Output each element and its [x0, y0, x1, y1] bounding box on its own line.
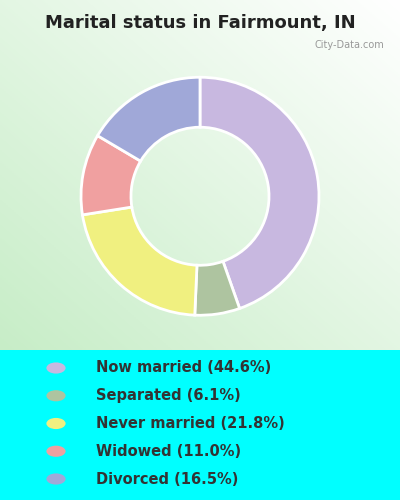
- Text: Widowed (11.0%): Widowed (11.0%): [96, 444, 241, 459]
- Wedge shape: [98, 77, 200, 161]
- Ellipse shape: [46, 418, 66, 429]
- Wedge shape: [195, 262, 240, 315]
- Text: City-Data.com: City-Data.com: [314, 40, 384, 50]
- Wedge shape: [81, 136, 140, 215]
- Text: Separated (6.1%): Separated (6.1%): [96, 388, 241, 403]
- Text: Divorced (16.5%): Divorced (16.5%): [96, 472, 238, 486]
- Ellipse shape: [46, 390, 66, 402]
- Text: Marital status in Fairmount, IN: Marital status in Fairmount, IN: [45, 14, 355, 32]
- Ellipse shape: [46, 474, 66, 484]
- Wedge shape: [82, 207, 197, 315]
- Text: Now married (44.6%): Now married (44.6%): [96, 360, 271, 376]
- Text: Never married (21.8%): Never married (21.8%): [96, 416, 285, 431]
- Ellipse shape: [46, 446, 66, 457]
- Wedge shape: [200, 77, 319, 308]
- Ellipse shape: [46, 362, 66, 374]
